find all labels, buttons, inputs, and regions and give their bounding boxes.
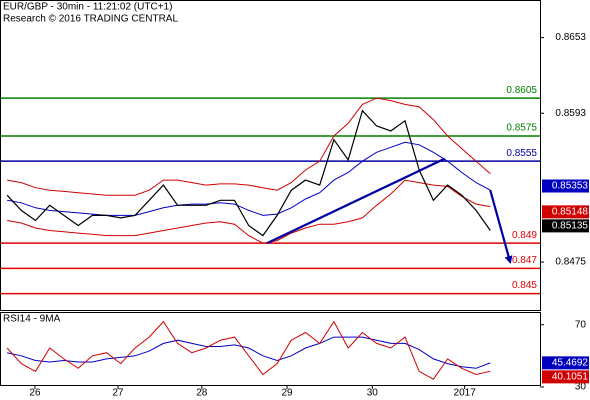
level-label: 0.847 bbox=[512, 255, 537, 266]
x-tick-label: 29 bbox=[281, 388, 293, 399]
x-tick-label: 30 bbox=[367, 388, 379, 399]
rsi-title: RSI14 - 9MA bbox=[3, 314, 61, 325]
last-value-label: 0.85353 bbox=[552, 181, 589, 192]
last-value-box bbox=[542, 356, 589, 370]
series-line bbox=[7, 141, 491, 216]
series-line bbox=[7, 97, 491, 196]
header-title: EUR/GBP - 30min - 11:21:02 (UTC+1) bbox=[3, 2, 172, 13]
x-tick-label: 28 bbox=[196, 388, 208, 399]
price-panel bbox=[0, 0, 541, 311]
y-tick-label: 70 bbox=[575, 319, 587, 330]
header-copyright: Research © 2016 TRADING CENTRAL bbox=[3, 14, 178, 25]
last-value-label: 40.1051 bbox=[552, 372, 589, 383]
level-label: 0.8575 bbox=[506, 123, 537, 134]
forecast-arrow bbox=[489, 189, 513, 265]
last-value-box bbox=[542, 205, 589, 219]
last-value-label: 0.85148 bbox=[552, 207, 589, 218]
y-tick-label: 0.8653 bbox=[555, 32, 586, 43]
y-tick-label: 0.8593 bbox=[555, 108, 586, 119]
x-tick-label: 27 bbox=[112, 388, 124, 399]
series-line bbox=[6, 320, 491, 380]
level-label: 0.8605 bbox=[506, 85, 537, 96]
last-value-box bbox=[542, 219, 589, 233]
y-tick-label: 0.8475 bbox=[555, 257, 586, 268]
x-tick-label: 2017 bbox=[454, 388, 477, 399]
rsi-panel bbox=[0, 312, 541, 386]
level-label: 0.845 bbox=[512, 280, 537, 291]
level-label: 0.8555 bbox=[506, 148, 537, 159]
last-value-box bbox=[542, 370, 589, 384]
level-label: 0.849 bbox=[512, 230, 537, 241]
series-line bbox=[6, 336, 491, 369]
last-value-label: 45.4692 bbox=[552, 358, 589, 369]
y-tick-label: 30 bbox=[575, 382, 587, 393]
series-line bbox=[7, 179, 491, 244]
series-line bbox=[6, 109, 491, 237]
last-value-label: 0.85135 bbox=[552, 221, 589, 232]
trend-line bbox=[266, 157, 446, 245]
last-value-box bbox=[542, 179, 589, 193]
x-tick-label: 26 bbox=[29, 388, 41, 399]
